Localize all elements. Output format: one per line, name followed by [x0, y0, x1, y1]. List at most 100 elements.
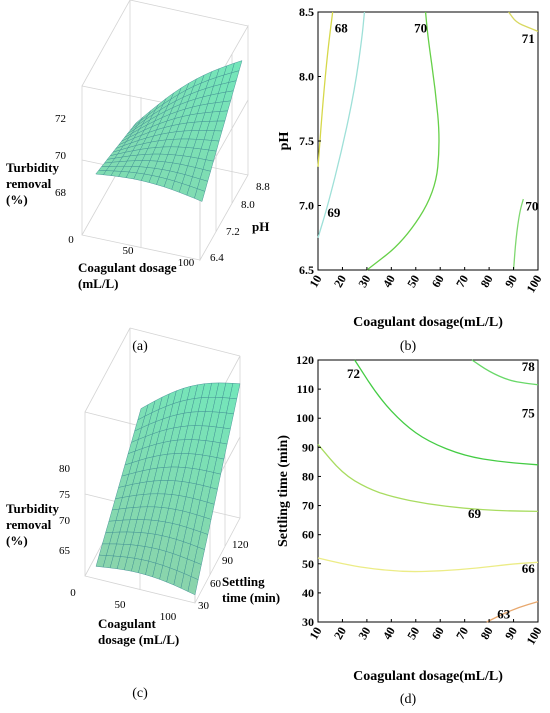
- y-tick-label-d-9: 120: [296, 353, 314, 367]
- surface-cell-c-195: [187, 576, 199, 596]
- y-tick-label-d-6: 90: [302, 440, 314, 454]
- surface-mesh-a: [95, 60, 243, 202]
- panel-label-a: (a): [132, 339, 148, 354]
- z-tick-a-1: 70: [55, 150, 67, 162]
- contour-label-d-3: 69: [468, 506, 482, 521]
- contour-line-d-3: [317, 557, 539, 573]
- contour-label-d-1: 72: [347, 366, 360, 381]
- contour-label-b-0: 68: [335, 20, 349, 35]
- contour-label-d-0: 78: [522, 359, 536, 374]
- y-axis-label-c-line1: Settling: [222, 574, 265, 589]
- panel-label-b: (b): [400, 339, 417, 354]
- x-tick-label-b-2: 30: [355, 273, 373, 290]
- x-tick-label-b-7: 80: [478, 273, 496, 290]
- y-tick-label-b-3: 8.0: [299, 70, 314, 84]
- x-tick-label-b-4: 50: [404, 273, 422, 290]
- x-axis-label-a-line1: Coagulant dosage: [78, 260, 177, 275]
- contour-line-b-2: [366, 11, 440, 271]
- contour-label-b-4: 70: [525, 199, 538, 214]
- y-tick-label-b-1: 7.0: [299, 199, 314, 213]
- surface-plot-c: 65 70 75 80 0 50 100 30 60 90 120 Turbid…: [6, 327, 280, 701]
- surface-mesh-c: [95, 382, 241, 596]
- x-tick-c-1: 50: [115, 599, 127, 611]
- z-tick-c-3: 80: [59, 463, 71, 475]
- x-tick-label-b-1: 20: [331, 273, 349, 290]
- contour-label-b-3: 71: [522, 31, 535, 46]
- y-tick-label-d-1: 40: [302, 586, 314, 600]
- z-tick-c-0: 65: [59, 545, 71, 557]
- y-tick-c-0: 30: [198, 600, 210, 612]
- panel-c-axis-labels: Turbidity removal (%) Coagulant dosage (…: [6, 501, 280, 647]
- contour-label-d-5: 63: [497, 606, 511, 621]
- panel-a-ticks: 68 70 72 0 50 100 6.4 7.2 8.0 8.8: [55, 113, 270, 269]
- y-tick-a-3: 8.8: [256, 181, 270, 193]
- y-axis-label-c-line2: time (min): [222, 590, 280, 605]
- x-tick-label-d-1: 20: [331, 625, 349, 642]
- x-tick-label-d-5: 60: [429, 625, 447, 642]
- y-tick-label-d-3: 60: [302, 528, 314, 542]
- z-tick-a-0: 68: [55, 187, 67, 199]
- plot-frame-b: [317, 11, 539, 271]
- ticks-d: 10 20 30 40 50 60 70 80 90 1003040506070809010011…: [296, 353, 545, 647]
- contour-label-b-1: 69: [327, 205, 341, 220]
- y-tick-a-0: 6.4: [210, 252, 224, 264]
- y-tick-label-b-4: 8.5: [299, 5, 314, 19]
- z-axis-label-c-line3: (%): [6, 533, 28, 548]
- contour-labels-b: 68 69 70 71 70: [327, 20, 538, 219]
- x-tick-label-b-8: 90: [502, 273, 520, 290]
- contour-line-d-1: [354, 359, 539, 466]
- surface-cell-a-13: [231, 60, 243, 74]
- y-tick-label-d-7: 100: [296, 411, 314, 425]
- z-axis-label-c-line2: removal: [6, 517, 52, 532]
- x-tick-c-2: 100: [160, 611, 177, 623]
- surface-plot-a: 68 70 72 0 50 100 6.4 7.2 8.0 8.8 Turbid…: [6, 0, 270, 354]
- contour-label-d-2: 75: [522, 405, 536, 420]
- y-tick-a-1: 7.2: [226, 226, 240, 238]
- z-axis-label-a-line2: removal: [6, 176, 52, 191]
- x-tick-label-d-3: 40: [380, 625, 398, 642]
- panel-label-d: (d): [400, 692, 417, 707]
- z-tick-c-2: 75: [59, 489, 71, 501]
- y-tick-label-d-8: 110: [297, 382, 314, 396]
- y-tick-label-b-0: 6.5: [299, 263, 314, 277]
- x-tick-label-b-5: 60: [429, 273, 447, 290]
- y-tick-c-2: 90: [222, 555, 234, 567]
- y-tick-label-d-5: 80: [302, 469, 314, 483]
- contour-line-d-2: [317, 444, 539, 513]
- x-tick-a-1: 50: [123, 245, 135, 257]
- contour-label-d-4: 66: [522, 561, 536, 576]
- x-axis-label-b: Coagulant dosage(mL/L): [353, 315, 503, 330]
- y-tick-label-d-4: 70: [302, 499, 314, 513]
- contour-label-b-2: 70: [414, 20, 427, 35]
- x-tick-label-d-8: 90: [502, 625, 520, 642]
- contour-lines-b: [317, 11, 539, 271]
- x-axis-label-c-line2: dosage (mL/L): [98, 632, 179, 647]
- x-tick-c-0: 0: [70, 587, 76, 599]
- contour-line-d-0: [471, 359, 539, 386]
- x-tick-label-d-2: 30: [355, 625, 373, 642]
- z-axis-label-c-line1: Turbidity: [6, 501, 59, 516]
- x-tick-label-b-9: 100: [523, 273, 544, 296]
- y-tick-label-d-0: 30: [302, 615, 314, 629]
- y-tick-a-2: 8.0: [241, 199, 255, 211]
- z-tick-a-2: 72: [55, 113, 66, 125]
- surface-cell-a-195: [194, 188, 206, 202]
- plot-frame-d: [317, 359, 539, 623]
- z-tick-c-1: 70: [59, 515, 71, 527]
- contour-line-b-3: [512, 198, 524, 271]
- contour-line-b-1: [317, 11, 366, 238]
- x-tick-label-d-4: 50: [404, 625, 422, 642]
- panel-a-axis-labels: Turbidity removal (%) Coagulant dosage (…: [6, 160, 269, 291]
- z-axis-label-a-line3: (%): [6, 192, 28, 207]
- contour-line-d-4: [486, 600, 539, 623]
- x-tick-label-d-9: 100: [523, 625, 544, 648]
- y-tick-c-3: 120: [232, 539, 249, 551]
- x-axis-label-c-line1: Coagulant: [98, 616, 156, 631]
- contour-labels-d: 78 72 75 69 66 63: [347, 359, 535, 621]
- x-tick-label-b-3: 40: [380, 273, 398, 290]
- panel-label-c: (c): [132, 686, 148, 701]
- y-axis-label-d: Settling time (min): [276, 435, 291, 547]
